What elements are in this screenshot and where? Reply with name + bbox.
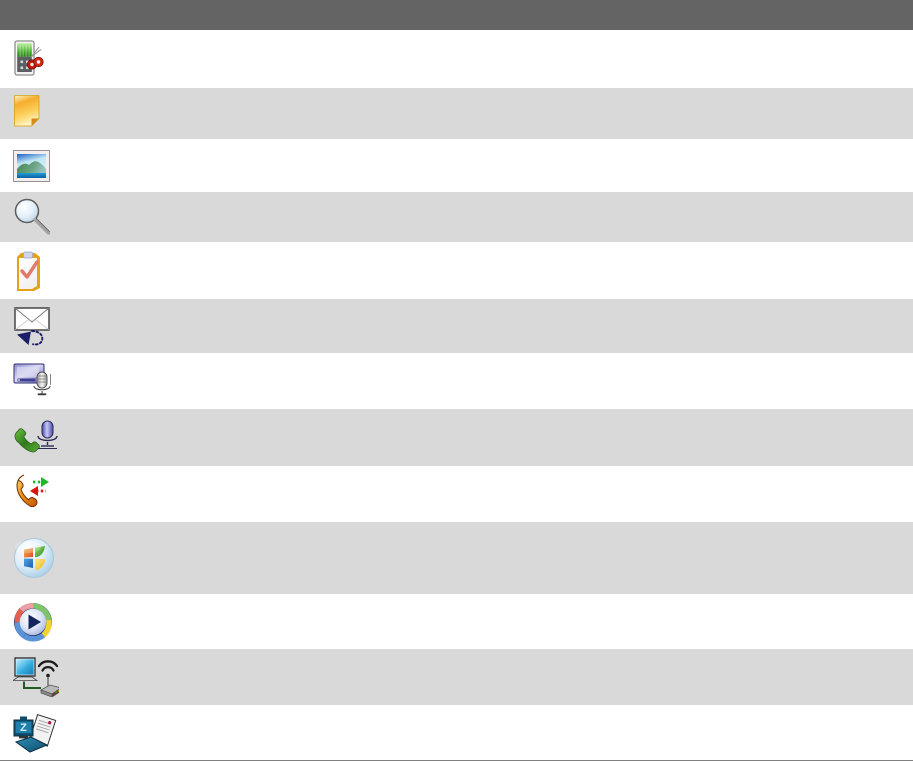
svg-text:Z: Z bbox=[20, 722, 27, 734]
